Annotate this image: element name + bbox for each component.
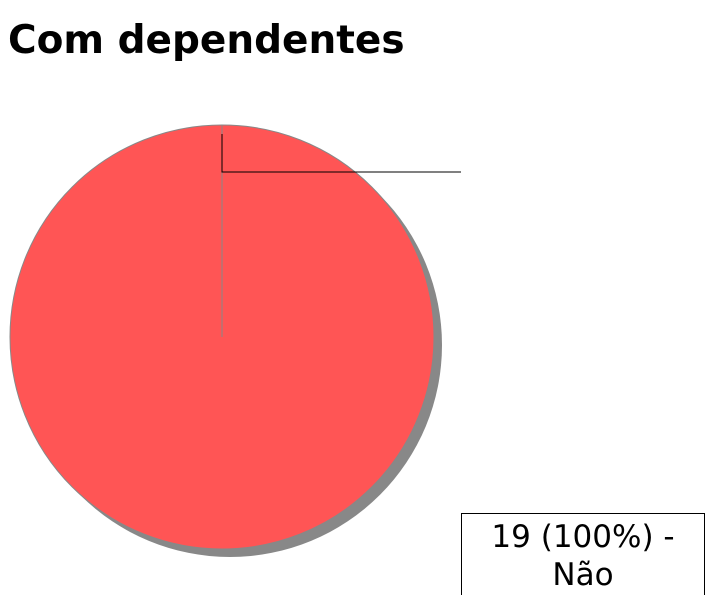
slice-label: 19 (100%) - Não — [461, 513, 705, 595]
leader-line — [221, 134, 461, 173]
chart-title: Com dependentes — [8, 18, 405, 63]
